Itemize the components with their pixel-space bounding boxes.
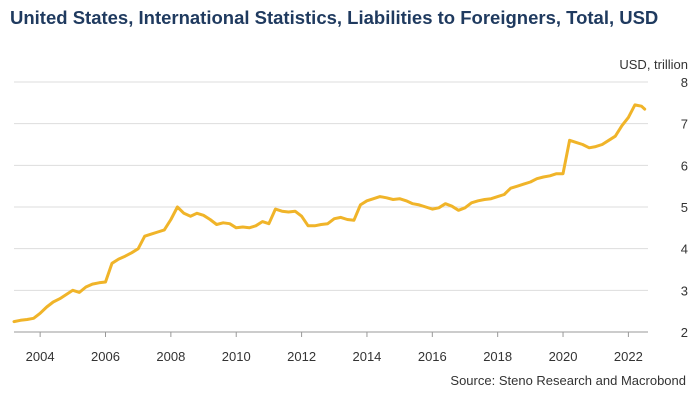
gridlines [14, 81, 648, 333]
x-tick-label: 2022 [614, 349, 643, 364]
series-line-liabilities [12, 103, 647, 324]
x-tick-label: 2014 [352, 349, 381, 364]
y-axis-ticks: 2 3 4 5 6 7 8 [681, 75, 688, 340]
y-tick-label: 4 [681, 242, 688, 257]
x-tick-label: 2006 [91, 349, 120, 364]
y-tick-label: 5 [681, 200, 688, 215]
x-tick-label: 2008 [156, 349, 185, 364]
y-tick-label: 7 [681, 117, 688, 132]
y-axis-unit-label: USD, trillion [619, 57, 688, 72]
x-tick-label: 2018 [483, 349, 512, 364]
x-tick-label: 2012 [287, 349, 316, 364]
x-tick-label: 2010 [222, 349, 251, 364]
x-axis-ticks: 2004 2006 2008 2010 2012 2014 2016 2018 2020 2022 [26, 332, 643, 364]
y-tick-label: 3 [681, 283, 688, 298]
y-tick-label: 8 [681, 75, 688, 90]
source-note: Source: Steno Research and Macrobond [450, 373, 686, 388]
x-tick-label: 2004 [26, 349, 55, 364]
y-tick-label: 6 [681, 158, 688, 173]
x-tick-label: 2016 [418, 349, 447, 364]
x-tick-label: 2020 [549, 349, 578, 364]
y-tick-label: 2 [681, 325, 688, 340]
chart-title: United States, International Statistics,… [10, 7, 659, 28]
